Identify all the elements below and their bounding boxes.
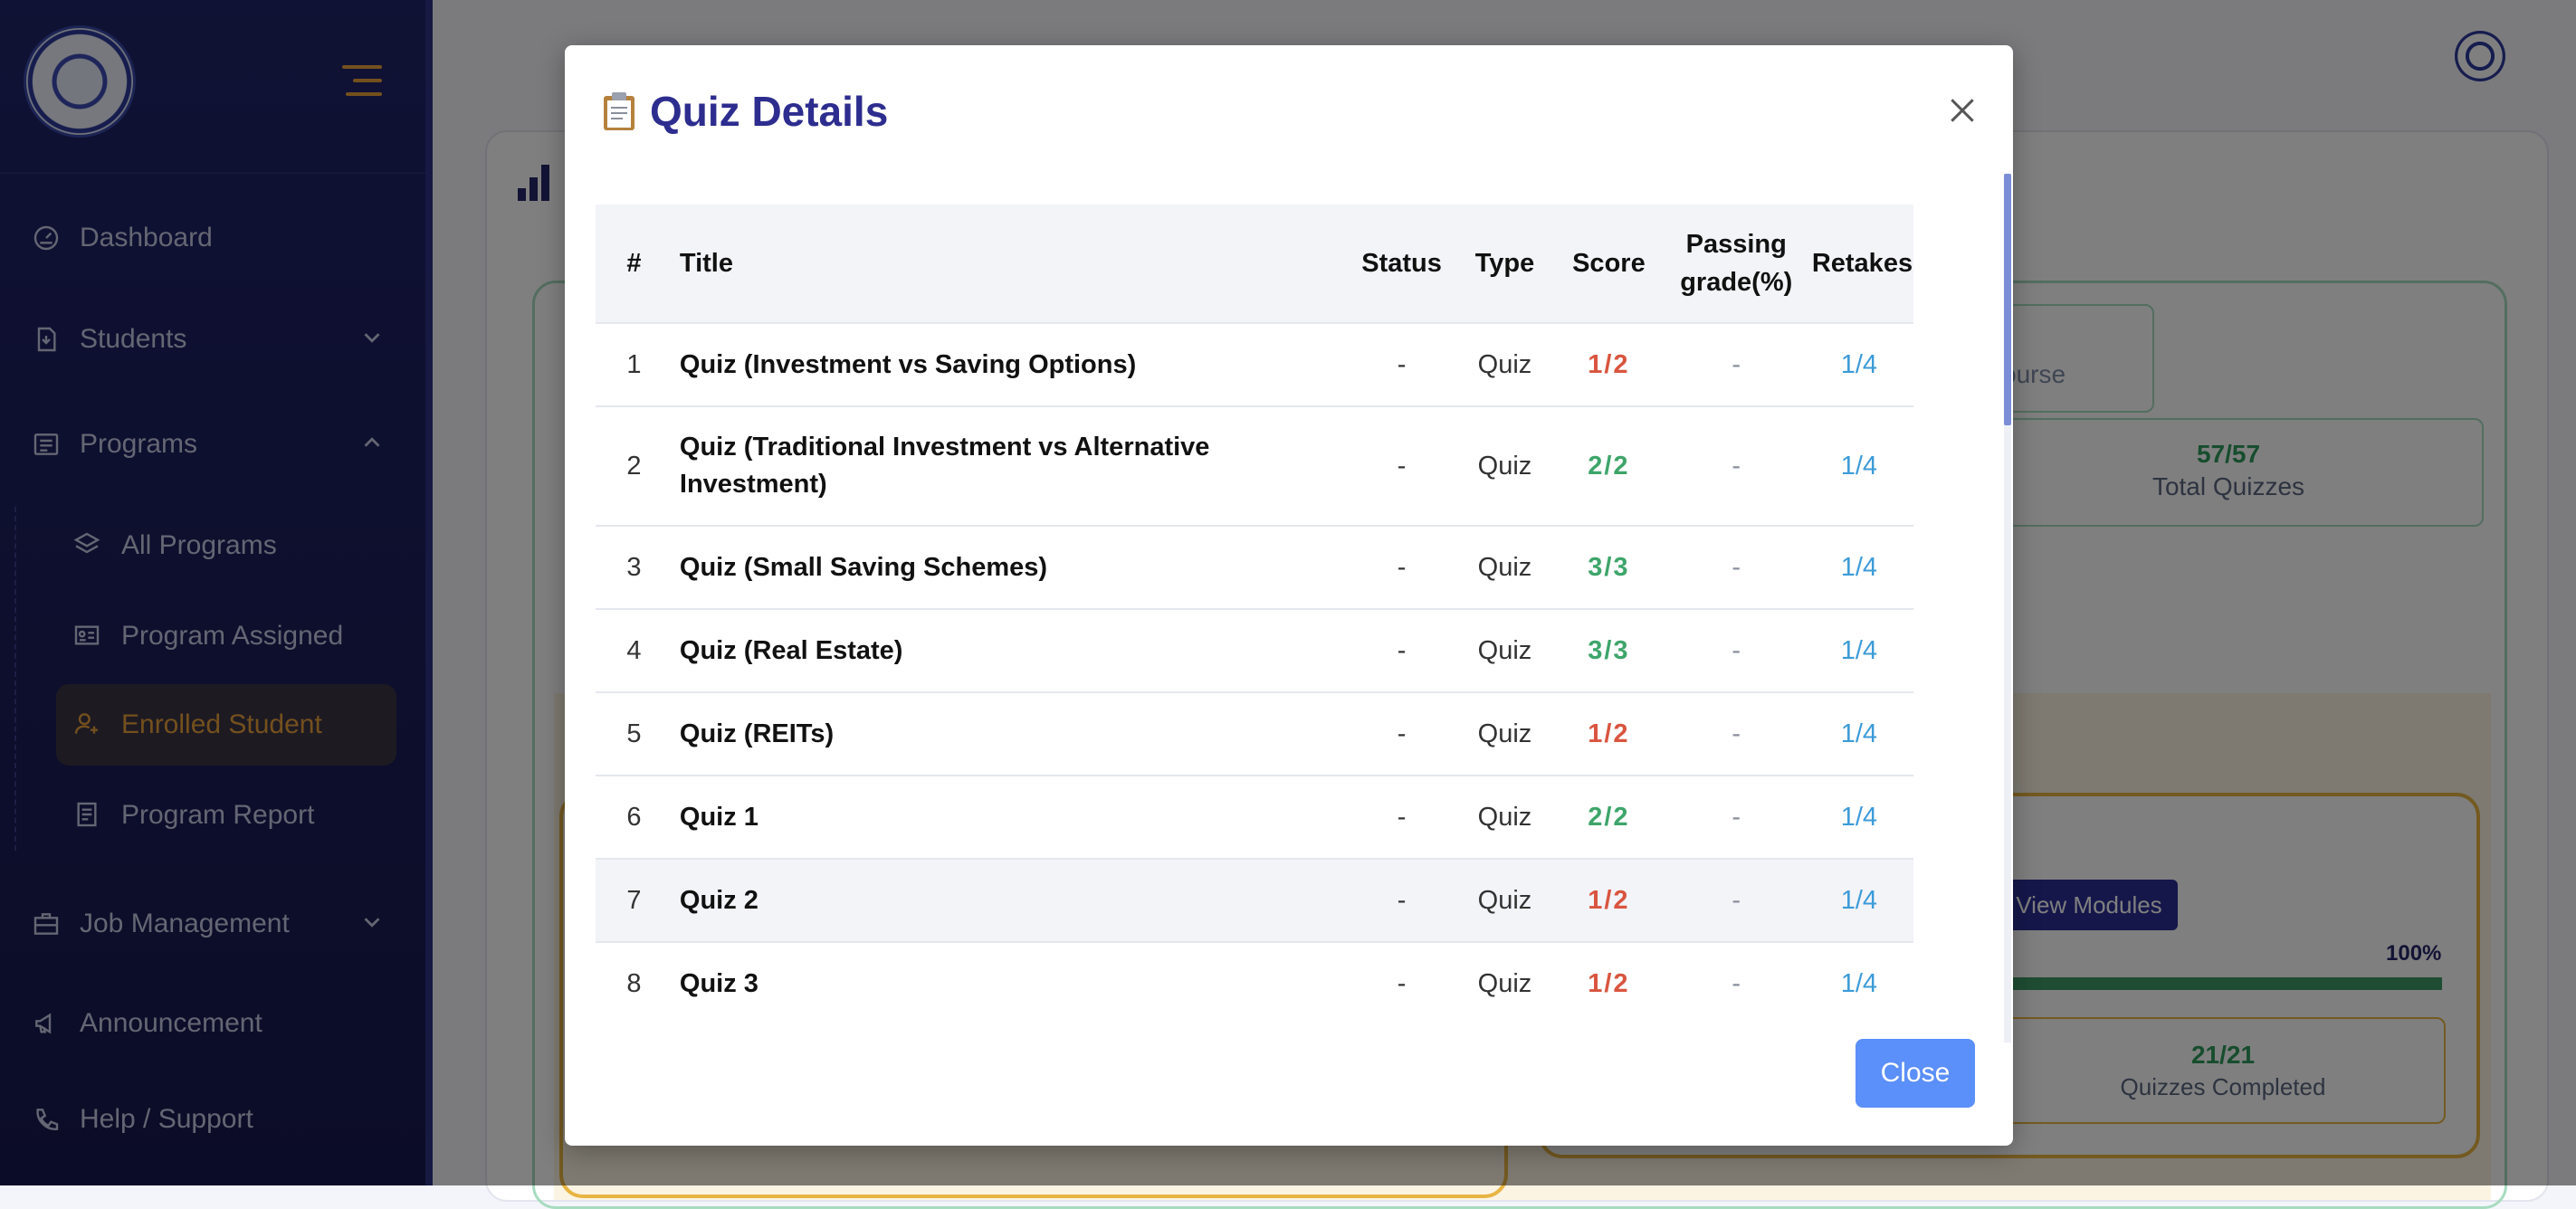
cell-type: Quiz bbox=[1459, 941, 1550, 1025]
clipboard-icon bbox=[601, 90, 637, 132]
cell-passing-grade: - bbox=[1667, 405, 1805, 526]
cell-number: 5 bbox=[596, 691, 673, 776]
cell-number: 3 bbox=[596, 525, 673, 609]
cell-passing-grade: - bbox=[1667, 775, 1805, 859]
column-header-status: Status bbox=[1361, 248, 1442, 278]
cell-score: 1/2 bbox=[1550, 941, 1668, 1025]
cell-passing-grade: - bbox=[1667, 691, 1805, 776]
cell-status: - bbox=[1343, 525, 1460, 609]
table-row[interactable]: 1 Quiz (Investment vs Saving Options) - Qui… bbox=[596, 322, 1913, 406]
column-header-score: Score bbox=[1572, 248, 1646, 278]
quiz-table: # Title Status Type Score Passing grade(… bbox=[596, 205, 1913, 1025]
column-header-passing-grade: Passing grade(%) bbox=[1680, 229, 1793, 297]
cell-title: Quiz 2 bbox=[672, 858, 1344, 942]
column-header-title: Title bbox=[679, 248, 733, 278]
cell-status: - bbox=[1343, 691, 1460, 776]
cell-retakes: 1/4 bbox=[1804, 775, 1913, 859]
table-row[interactable]: 5 Quiz (REITs) - Quiz 1/2-1/4 bbox=[596, 691, 1913, 776]
cell-status: - bbox=[1343, 322, 1460, 406]
cell-title: Quiz 1 bbox=[672, 775, 1344, 859]
cell-score: 3/3 bbox=[1550, 525, 1668, 609]
column-header-type: Type bbox=[1474, 248, 1535, 278]
cell-passing-grade: - bbox=[1667, 858, 1805, 942]
close-button[interactable]: Close bbox=[1856, 1039, 1975, 1108]
scrollbar-track[interactable] bbox=[2004, 174, 2011, 1042]
cell-score: 2/2 bbox=[1550, 405, 1668, 526]
cell-number: 1 bbox=[596, 322, 673, 406]
table-row[interactable]: 2 Quiz (Traditional Investment vs Alterna… bbox=[596, 405, 1913, 526]
cell-title: Quiz (REITs) bbox=[672, 691, 1344, 776]
quiz-details-modal: Quiz Details # Title Status Type Score P… bbox=[565, 45, 2013, 1146]
cell-retakes: 1/4 bbox=[1804, 525, 1913, 609]
cell-status: - bbox=[1343, 775, 1460, 859]
table-row[interactable]: 4 Quiz (Real Estate) - Quiz 3/3-1/4 bbox=[596, 608, 1913, 692]
cell-passing-grade: - bbox=[1667, 941, 1805, 1025]
cell-number: 2 bbox=[596, 405, 673, 526]
quiz-table-container[interactable]: # Title Status Type Score Passing grade(… bbox=[596, 205, 1913, 1037]
cell-status: - bbox=[1343, 858, 1460, 942]
column-header-retakes: Retakes bbox=[1811, 248, 1913, 278]
cell-type: Quiz bbox=[1459, 608, 1550, 692]
cell-retakes: 1/4 bbox=[1804, 405, 1913, 526]
cell-status: - bbox=[1343, 941, 1460, 1025]
cell-type: Quiz bbox=[1459, 775, 1550, 859]
modal-title: Quiz Details bbox=[601, 87, 888, 136]
close-icon[interactable] bbox=[1944, 92, 1980, 129]
cell-type: Quiz bbox=[1459, 525, 1550, 609]
cell-score: 2/2 bbox=[1550, 775, 1668, 859]
table-row[interactable]: 7 Quiz 2- Quiz 1/2-1/4 bbox=[596, 858, 1913, 942]
cell-type: Quiz bbox=[1459, 322, 1550, 406]
column-header-number: # bbox=[626, 248, 642, 278]
cell-type: Quiz bbox=[1459, 691, 1550, 776]
cell-number: 4 bbox=[596, 608, 673, 692]
cell-number: 8 bbox=[596, 941, 673, 1025]
table-header-row: # Title Status Type Score Passing grade(… bbox=[596, 205, 1913, 323]
cell-retakes: 1/4 bbox=[1804, 858, 1913, 942]
table-row[interactable]: 8 Quiz 3- Quiz 1/2-1/4 bbox=[596, 941, 1913, 1025]
table-row[interactable]: 3 Quiz (Small Saving Schemes) - Quiz 3/3-1/4 bbox=[596, 525, 1913, 609]
cell-score: 1/2 bbox=[1550, 691, 1668, 776]
cell-title: Quiz 3 bbox=[672, 941, 1344, 1025]
cell-number: 7 bbox=[596, 858, 673, 942]
cell-retakes: 1/4 bbox=[1804, 322, 1913, 406]
cell-passing-grade: - bbox=[1667, 608, 1805, 692]
cell-type: Quiz bbox=[1459, 858, 1550, 942]
cell-title: Quiz (Investment vs Saving Options) bbox=[672, 322, 1344, 406]
cell-title: Quiz (Small Saving Schemes) bbox=[672, 525, 1344, 609]
cell-retakes: 1/4 bbox=[1804, 941, 1913, 1025]
cell-title: Quiz (Real Estate) bbox=[672, 608, 1344, 692]
cell-passing-grade: - bbox=[1667, 322, 1805, 406]
cell-number: 6 bbox=[596, 775, 673, 859]
cell-score: 1/2 bbox=[1550, 858, 1668, 942]
cell-passing-grade: - bbox=[1667, 525, 1805, 609]
scrollbar-thumb[interactable] bbox=[2004, 174, 2011, 425]
cell-status: - bbox=[1343, 405, 1460, 526]
cell-score: 1/2 bbox=[1550, 322, 1668, 406]
cell-status: - bbox=[1343, 608, 1460, 692]
cell-score: 3/3 bbox=[1550, 608, 1668, 692]
table-row[interactable]: 6 Quiz 1- Quiz 2/2-1/4 bbox=[596, 775, 1913, 859]
cell-retakes: 1/4 bbox=[1804, 608, 1913, 692]
cell-retakes: 1/4 bbox=[1804, 691, 1913, 776]
cell-title: Quiz (Traditional Investment vs Alternat… bbox=[672, 405, 1344, 526]
cell-type: Quiz bbox=[1459, 405, 1550, 526]
